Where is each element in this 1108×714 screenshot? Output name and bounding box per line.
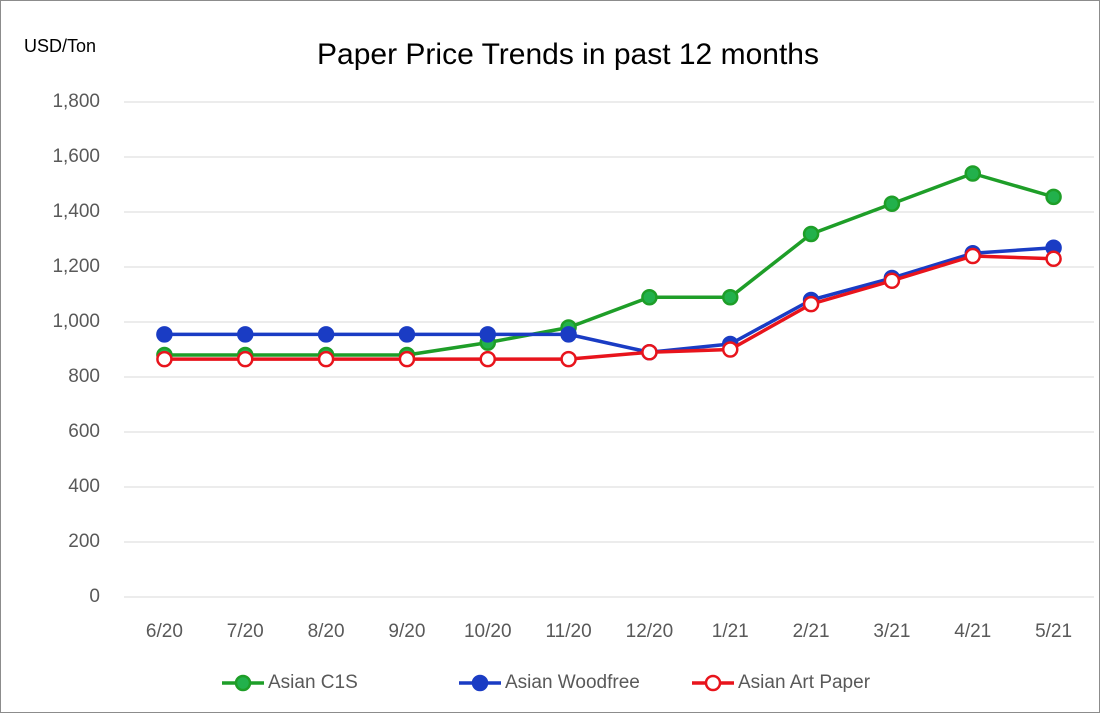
x-tick-label: 1/21 bbox=[712, 621, 749, 642]
data-point bbox=[317, 350, 335, 368]
y-tick-label: 800 bbox=[68, 366, 100, 387]
data-point bbox=[560, 350, 577, 368]
legend-marker bbox=[471, 674, 489, 692]
x-tick-label: 10/20 bbox=[464, 621, 512, 642]
legend-marker bbox=[704, 674, 722, 692]
x-tick-label: 12/20 bbox=[626, 621, 674, 642]
x-tick-label: 4/21 bbox=[954, 621, 991, 642]
x-tick-label: 2/21 bbox=[793, 621, 830, 642]
data-point bbox=[883, 195, 901, 212]
x-tick-label: 6/20 bbox=[146, 621, 183, 642]
data-point bbox=[156, 350, 173, 368]
y-tick-label: 0 bbox=[89, 586, 100, 607]
data-point bbox=[1045, 188, 1062, 206]
data-point bbox=[479, 350, 496, 368]
x-tick-label: 11/20 bbox=[546, 621, 592, 642]
legend-label: Asian Art Paper bbox=[738, 672, 871, 693]
x-tick-label: 9/20 bbox=[388, 621, 425, 642]
x-tick-label: 8/20 bbox=[308, 621, 345, 642]
y-tick-label: 1,800 bbox=[52, 91, 100, 112]
y-tick-label: 1,200 bbox=[52, 256, 100, 277]
data-point bbox=[317, 326, 335, 343]
x-tick-label: 7/20 bbox=[227, 621, 264, 642]
x-tick-label: 3/21 bbox=[873, 621, 910, 642]
data-point bbox=[156, 326, 173, 343]
legend-label: Asian Woodfree bbox=[505, 672, 640, 693]
data-point bbox=[479, 326, 496, 343]
series-line bbox=[164, 171, 1055, 357]
y-tick-label: 1,400 bbox=[52, 201, 100, 222]
data-point bbox=[883, 272, 901, 289]
y-tick-label: 400 bbox=[68, 476, 100, 497]
data-point bbox=[802, 295, 820, 313]
y-tick-label: 600 bbox=[68, 421, 100, 442]
data-point bbox=[237, 350, 254, 368]
data-point bbox=[722, 341, 739, 358]
y-tick-label: 1,000 bbox=[52, 311, 100, 332]
data-point bbox=[964, 247, 981, 265]
series-line bbox=[164, 254, 1054, 361]
data-point bbox=[560, 326, 577, 343]
data-point bbox=[722, 289, 739, 306]
y-tick-label: 200 bbox=[68, 531, 100, 552]
y-axis-label: USD/Ton bbox=[24, 36, 96, 56]
data-point bbox=[641, 289, 658, 306]
legend-marker bbox=[234, 674, 252, 692]
y-tick-label: 1,600 bbox=[52, 146, 100, 167]
data-point bbox=[398, 326, 416, 343]
legend-label: Asian C1S bbox=[268, 672, 358, 693]
data-point bbox=[802, 225, 820, 243]
data-point bbox=[964, 165, 981, 182]
data-point bbox=[1045, 250, 1062, 267]
data-point bbox=[237, 326, 254, 343]
data-point bbox=[398, 350, 416, 368]
chart-title: Paper Price Trends in past 12 months bbox=[317, 38, 819, 71]
series-line bbox=[164, 246, 1054, 354]
x-tick-label: 5/21 bbox=[1035, 621, 1072, 642]
data-point bbox=[641, 344, 658, 361]
